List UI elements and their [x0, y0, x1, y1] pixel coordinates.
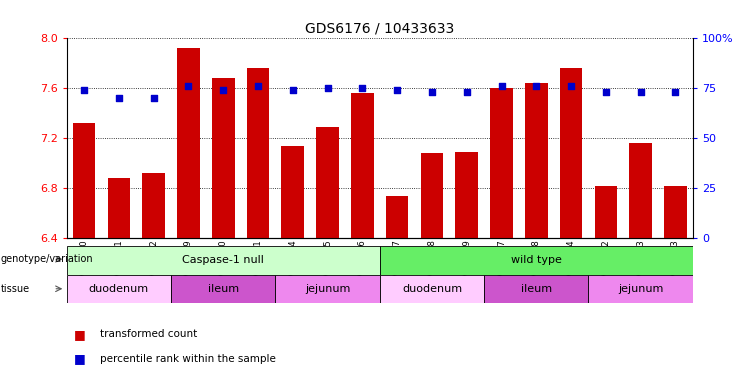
Text: ileum: ileum — [521, 284, 552, 294]
Text: jejunum: jejunum — [618, 284, 663, 294]
Point — [356, 85, 368, 91]
Point — [496, 83, 508, 89]
Point — [600, 89, 612, 95]
Title: GDS6176 / 10433633: GDS6176 / 10433633 — [305, 22, 454, 36]
Bar — [212, 78, 235, 238]
Bar — [594, 185, 617, 238]
Text: ileum: ileum — [207, 284, 239, 294]
Bar — [379, 246, 693, 275]
Point — [426, 89, 438, 95]
Bar — [484, 275, 588, 303]
Bar — [282, 146, 304, 238]
Text: tissue: tissue — [1, 284, 30, 294]
Bar — [379, 275, 484, 303]
Bar — [142, 173, 165, 238]
Bar — [559, 68, 582, 238]
Bar — [276, 275, 379, 303]
Bar — [67, 246, 379, 275]
Text: duodenum: duodenum — [89, 284, 149, 294]
Text: jejunum: jejunum — [305, 284, 350, 294]
Point — [670, 89, 682, 95]
Text: wild type: wild type — [511, 255, 562, 265]
Bar — [247, 68, 269, 238]
Bar — [177, 48, 200, 238]
Bar — [67, 275, 171, 303]
Bar — [421, 153, 443, 238]
Point — [391, 87, 403, 93]
Point — [461, 89, 473, 95]
Bar — [351, 93, 373, 238]
Bar — [525, 83, 548, 238]
Bar — [73, 123, 96, 238]
Bar — [664, 185, 687, 238]
Text: ■: ■ — [74, 353, 86, 366]
Text: duodenum: duodenum — [402, 284, 462, 294]
Point — [252, 83, 264, 89]
Text: transformed count: transformed count — [100, 329, 197, 339]
Point — [322, 85, 333, 91]
Bar — [588, 275, 693, 303]
Text: percentile rank within the sample: percentile rank within the sample — [100, 354, 276, 364]
Text: genotype/variation: genotype/variation — [1, 254, 93, 264]
Point — [287, 87, 299, 93]
Point — [113, 95, 124, 101]
Bar — [491, 88, 513, 238]
Point — [147, 95, 159, 101]
Bar — [316, 127, 339, 238]
Point — [182, 83, 194, 89]
Bar — [456, 152, 478, 238]
Point — [217, 87, 229, 93]
Text: Caspase-1 null: Caspase-1 null — [182, 255, 264, 265]
Bar — [386, 195, 408, 238]
Point — [635, 89, 647, 95]
Point — [565, 83, 577, 89]
Text: ■: ■ — [74, 328, 86, 341]
Point — [531, 83, 542, 89]
Bar — [629, 143, 652, 238]
Bar — [107, 178, 130, 238]
Point — [78, 87, 90, 93]
Bar — [171, 275, 276, 303]
